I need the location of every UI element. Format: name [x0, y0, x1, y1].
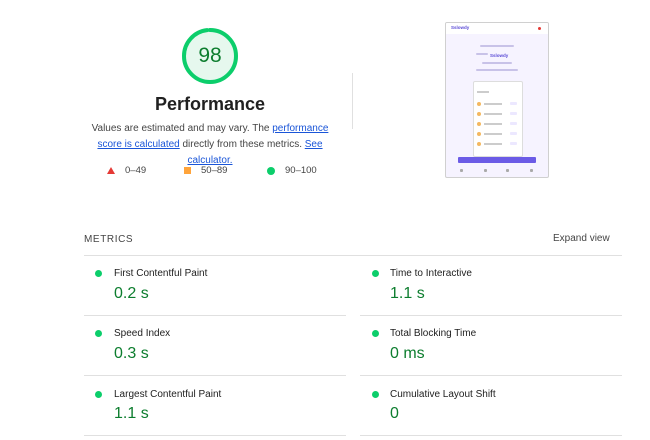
thumbnail-text-line [482, 62, 512, 64]
performance-score: 98 [198, 44, 222, 67]
metric-value: 0.2 s [114, 285, 149, 302]
vertical-divider [352, 73, 353, 129]
description-text: Values are estimated and may vary. The [91, 123, 273, 134]
legend-range: 50–89 [201, 165, 228, 176]
performance-score-link[interactable]: performance score is calculated [97, 123, 329, 150]
metrics-divider [84, 255, 622, 256]
category-title: Performance [154, 94, 266, 114]
metric-label: Speed Index [114, 328, 171, 339]
thumbnail-nav-icon [484, 169, 487, 172]
thumbnail-brand: Sslowdy [490, 53, 509, 58]
thumbnail-cta-button [458, 157, 536, 163]
expand-view-toggle[interactable]: Expand view [553, 233, 610, 244]
thumbnail-notification-icon [538, 27, 541, 30]
thumbnail-nav-icon [530, 169, 533, 172]
metric-label: Time to Interactive [390, 268, 472, 279]
legend-pass: 90–100 [267, 165, 317, 176]
thumbnail-card [473, 81, 523, 157]
thumbnail-row [477, 122, 517, 126]
metric-divider [360, 375, 622, 376]
thumbnail-text-line [480, 45, 514, 47]
thumbnail-row [477, 90, 517, 94]
thumbnail-row [477, 102, 517, 106]
legend-range: 90–100 [285, 165, 317, 176]
metric-value: 1.1 s [114, 405, 149, 422]
pass-circle-icon [372, 391, 379, 398]
metric-label: Total Blocking Time [390, 328, 477, 339]
thumbnail-row [477, 112, 517, 116]
pass-circle-icon [95, 330, 102, 337]
thumbnail-header [446, 23, 548, 34]
pass-circle-icon [372, 270, 379, 277]
thumbnail-nav-icon [506, 169, 509, 172]
metric-divider [84, 435, 346, 436]
calculator-link[interactable]: See calculator. [187, 139, 323, 166]
metric-value: 1.1 s [390, 285, 425, 302]
performance-gauge [182, 28, 238, 84]
thumbnail-text-line [476, 53, 488, 55]
score-description: Values are estimated and may vary. The p… [84, 121, 336, 169]
pass-circle-icon [95, 391, 102, 398]
legend-fail: 0–49 [107, 165, 146, 176]
metric-value: 0 ms [390, 345, 425, 362]
metric-label: First Contentful Paint [114, 268, 208, 279]
metric-value: 0.3 s [114, 345, 149, 362]
metrics-heading: METRICS [84, 234, 134, 245]
thumbnail-row [477, 142, 517, 146]
metric-divider [360, 435, 622, 436]
thumbnail-row [477, 132, 517, 136]
metric-divider [360, 315, 622, 316]
description-text-mid: directly from these metrics. [179, 139, 305, 150]
metric-divider [84, 375, 346, 376]
fail-triangle-icon [107, 167, 115, 174]
thumbnail-text-line [476, 69, 518, 71]
average-square-icon [184, 167, 191, 174]
legend-average: 50–89 [184, 165, 227, 176]
metric-value: 0 [390, 405, 399, 422]
legend-range: 0–49 [125, 165, 147, 176]
final-screenshot-thumbnail[interactable]: Sslowdy Sslowdy [445, 22, 549, 178]
thumbnail-nav-icon [460, 169, 463, 172]
pass-circle-icon [267, 166, 275, 175]
thumbnail-logo: Sslowdy [451, 25, 470, 30]
metric-divider [84, 315, 346, 316]
metric-label: Largest Contentful Paint [114, 389, 222, 400]
pass-circle-icon [95, 270, 102, 277]
pass-circle-icon [372, 330, 379, 337]
metric-label: Cumulative Layout Shift [390, 389, 496, 400]
